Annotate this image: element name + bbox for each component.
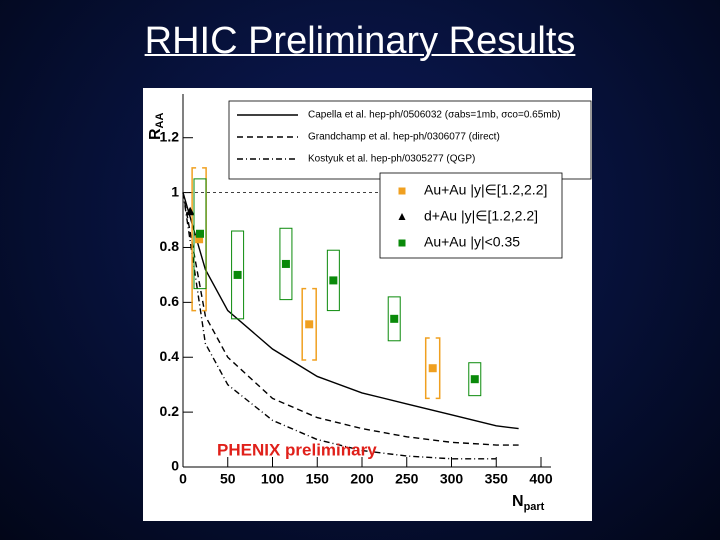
x-tick-label: 350	[485, 471, 509, 487]
y-tick-label: 0.4	[160, 348, 180, 364]
x-tick-label: 300	[440, 471, 464, 487]
systematic-error-box	[193, 178, 207, 290]
y-axis-label-sub: AA	[154, 112, 166, 128]
y-tick-label: 1	[171, 183, 179, 199]
systematic-error-box	[326, 249, 340, 312]
theory-curve	[182, 192, 519, 446]
legend-label: Grandchamp et al. hep-ph/0306077 (direct…	[308, 132, 500, 143]
x-tick-label: 400	[529, 471, 553, 487]
legend-label: Au+Au |y|<0.35	[424, 234, 520, 250]
y-tick-label: 0.2	[160, 403, 180, 419]
x-tick-label: 200	[350, 471, 374, 487]
theory-curve	[182, 192, 519, 430]
data-point	[470, 375, 479, 384]
x-tick-label: 100	[261, 471, 285, 487]
data-point	[428, 364, 437, 373]
data-point	[281, 259, 290, 268]
y-axis-label-main: R	[147, 128, 164, 140]
x-tick-label: 250	[395, 471, 419, 487]
data-point	[196, 229, 205, 238]
systematic-error-box	[387, 296, 401, 342]
x-tick-label: 50	[220, 471, 236, 487]
data-point	[329, 276, 338, 285]
y-tick-label: 0.6	[160, 293, 180, 309]
data-point	[195, 235, 204, 244]
x-tick-label: 0	[179, 471, 187, 487]
legend-marker	[398, 187, 406, 195]
systematic-error-bracket	[301, 287, 317, 361]
data-point	[233, 270, 242, 279]
systematic-error-box	[231, 230, 245, 320]
data-point	[390, 314, 399, 323]
data-point	[185, 206, 195, 216]
systematic-error-box	[279, 227, 293, 301]
curve-legend	[228, 100, 592, 180]
annotation: PHENIX preliminary	[217, 440, 377, 459]
x-axis-label: Npart	[512, 493, 545, 513]
legend-marker	[398, 213, 406, 220]
legend-label: d+Au |y|∈[1.2,2.2]	[424, 208, 538, 224]
legend-label: Au+Au |y|∈[1.2,2.2]	[424, 182, 547, 198]
x-tick-label: 150	[306, 471, 330, 487]
x-axis-label-main: N	[512, 493, 524, 510]
legend-marker	[398, 239, 406, 247]
x-axis-label-sub: part	[524, 501, 545, 513]
legend-label: Capella et al. hep-ph/0506032 (σabs=1mb,…	[308, 110, 561, 121]
y-tick-label: 1.2	[160, 128, 180, 144]
y-tick-label: 0.8	[160, 238, 180, 254]
y-tick-label: 0	[171, 458, 179, 474]
systematic-error-bracket	[424, 337, 441, 400]
slide-title: RHIC Preliminary Results	[144, 20, 576, 62]
data-point	[305, 320, 314, 329]
y-axis-label: RAA	[147, 112, 166, 140]
series-legend	[379, 172, 563, 259]
systematic-error-box	[468, 362, 482, 397]
legend-label: Kostyuk et al. hep-ph/0305277 (QGP)	[308, 154, 475, 165]
